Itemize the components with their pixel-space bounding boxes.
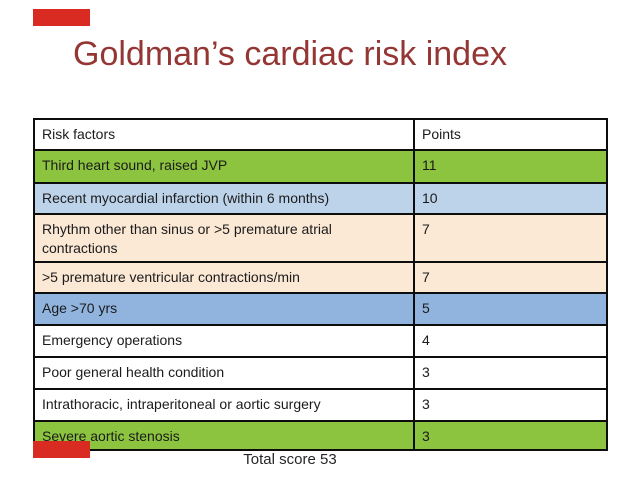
points-cell: 4 [413,324,608,358]
red-accent-bar-bottom [33,441,90,458]
risk-factor-cell: Poor general health condition [33,356,415,390]
table-row: Poor general health condition 3 [33,356,608,390]
column-header-points: Points [413,118,608,151]
points-cell: 5 [413,292,608,326]
table-row: Age >70 yrs 5 [33,292,608,326]
table-row: Emergency operations 4 [33,324,608,358]
points-cell: 11 [413,149,608,184]
risk-factor-cell: Intrathoracic, intraperitoneal or aortic… [33,388,415,422]
risk-factor-cell: Severe aortic stenosis [33,420,415,451]
table-row: Rhythm other than sinus or >5 premature … [33,213,608,263]
risk-factor-cell: Age >70 yrs [33,292,415,326]
risk-factor-cell: >5 premature ventricular contractions/mi… [33,261,415,294]
table-row: Intrathoracic, intraperitoneal or aortic… [33,388,608,422]
points-cell: 3 [413,388,608,422]
risk-factor-cell: Rhythm other than sinus or >5 premature … [33,213,415,263]
table-row: >5 premature ventricular contractions/mi… [33,261,608,294]
risk-index-table: Risk factors Points Third heart sound, r… [33,118,608,451]
table-row: Severe aortic stenosis 3 [33,420,608,451]
table-row: Recent myocardial infarction (within 6 m… [33,182,608,215]
risk-factor-cell: Emergency operations [33,324,415,358]
points-cell: 3 [413,356,608,390]
risk-factor-cell: Third heart sound, raised JVP [33,149,415,184]
points-cell: 7 [413,213,608,263]
page-title: Goldman’s cardiac risk index [73,35,507,73]
red-accent-bar-top [33,9,90,26]
points-cell: 3 [413,420,608,451]
table-row: Third heart sound, raised JVP 11 [33,149,608,184]
points-cell: 10 [413,182,608,215]
table-header-row: Risk factors Points [33,118,608,151]
risk-factor-cell: Recent myocardial infarction (within 6 m… [33,182,415,215]
points-cell: 7 [413,261,608,294]
column-header-risk-factors: Risk factors [33,118,415,151]
total-score-text: Total score 53 [243,451,337,468]
